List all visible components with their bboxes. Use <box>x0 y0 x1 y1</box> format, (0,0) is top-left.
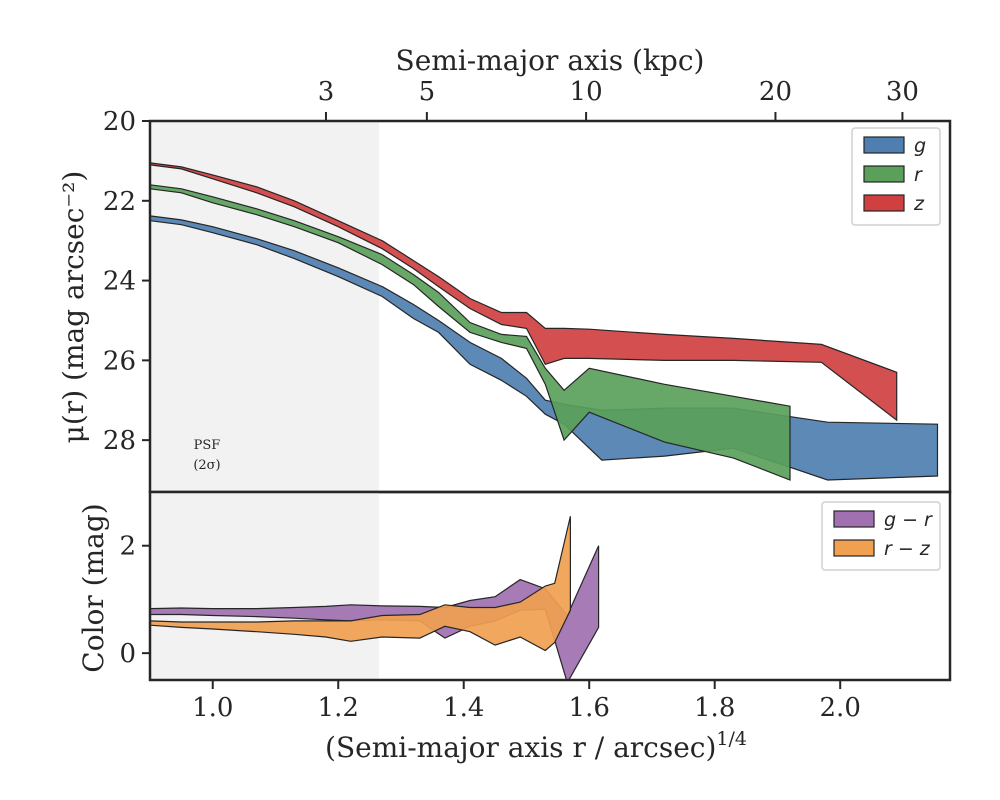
color-frame <box>148 490 952 682</box>
color-y-tick-label: 0 <box>119 639 136 669</box>
x-tick-label: 1.0 <box>192 693 233 723</box>
top-tick-label: 10 <box>570 77 603 107</box>
color-psf-shade <box>150 492 380 680</box>
surface-brightness-panel: 2022242628351020305075 PSF (2σ) μ(r) (ma… <box>57 77 952 494</box>
x-tick-label: 1.8 <box>694 693 735 723</box>
legend-label: r − z <box>884 538 931 560</box>
color-y-axis-title: Color (mag) <box>77 503 110 672</box>
main-y-tick-label: 28 <box>103 426 136 456</box>
color-y-tick-label: 2 <box>119 532 136 562</box>
x-tick-label: 1.6 <box>569 693 610 723</box>
color-bands <box>150 516 600 680</box>
main-y-tick-label: 20 <box>103 107 136 137</box>
x-axis-title-exponent: 1/4 <box>716 728 747 750</box>
psf-sigma-label: (2σ) <box>193 458 220 473</box>
legend-swatch <box>833 539 875 557</box>
legend-swatch <box>863 165 905 183</box>
legend-swatch <box>833 510 875 528</box>
top-axis-title: Semi-major axis (kpc) <box>396 44 705 77</box>
legend-label: z <box>913 193 925 215</box>
main-legend: grz <box>851 127 941 226</box>
x-tick-label: 1.2 <box>318 693 359 723</box>
legend-label: r <box>914 164 923 186</box>
legend-label: g − r <box>884 509 933 531</box>
x-tick-label: 2.0 <box>820 693 861 723</box>
color-axes: 0 2 1.0 1.2 1.4 1.6 1.8 2.0 <box>119 532 860 723</box>
band-rz-series <box>150 516 572 652</box>
psf-shade <box>150 121 380 492</box>
main-axes: 2022242628351020305075 <box>103 77 919 456</box>
top-tick-label: 30 <box>886 77 919 107</box>
band-z-series <box>150 162 898 422</box>
main-y-tick-label: 26 <box>103 346 136 376</box>
x-tick-label: 1.4 <box>443 693 484 723</box>
x-axis-title: (Semi-major axis r / arcsec)1/4 <box>325 728 747 764</box>
psf-label: PSF <box>194 438 221 453</box>
band-r-series <box>150 184 791 481</box>
top-tick-label: 5 <box>419 77 436 107</box>
color-legend: g − r r − z <box>821 501 941 571</box>
main-y-axis-title: μ(r) (mag arcsec⁻²) <box>57 171 90 444</box>
legend-swatch <box>863 194 905 212</box>
x-axis-title-text: (Semi-major axis r / arcsec) <box>325 731 716 764</box>
legend-label: g <box>914 135 926 157</box>
legend-swatch <box>863 136 905 154</box>
color-panel: 0 2 1.0 1.2 1.4 1.6 1.8 2.0 Color (mag) g − r r … <box>77 490 952 723</box>
main-y-tick-label: 24 <box>103 267 136 297</box>
main-bands <box>150 162 939 481</box>
top-tick-label: 20 <box>759 77 792 107</box>
main-y-tick-label: 22 <box>103 187 136 217</box>
top-tick-label: 3 <box>318 77 335 107</box>
band-gr-series <box>150 545 600 680</box>
